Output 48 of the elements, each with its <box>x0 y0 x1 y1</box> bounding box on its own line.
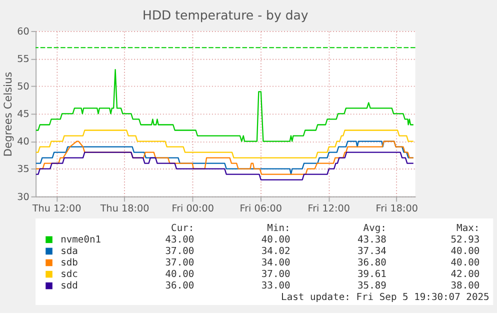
x-tick-label: Fri 06:00 <box>240 203 282 214</box>
text: 37.00 <box>165 258 194 269</box>
y-tick-label: 60 <box>17 26 30 38</box>
x-tick-label: Thu 12:00 <box>31 203 82 214</box>
text: 33.00 <box>261 280 291 292</box>
chart-title: HDD temperature - by day <box>142 8 309 23</box>
legend-label: nvme0n1 <box>60 234 102 246</box>
text: 40.00 <box>261 234 291 246</box>
text: 43.00 <box>165 234 194 246</box>
legend-label: sdc <box>60 269 78 280</box>
text: Cur: <box>171 223 194 234</box>
text: 34.02 <box>261 246 290 258</box>
text: 40.00 <box>450 258 480 269</box>
text: Last update: Fri Sep 5 19:30:07 2025 <box>281 292 490 304</box>
text: Min: <box>267 223 290 234</box>
text: 34.00 <box>261 258 291 269</box>
text: 43.38 <box>358 234 387 246</box>
text: 36.00 <box>165 280 194 292</box>
x-tick-label: Fri 00:00 <box>172 203 214 214</box>
text: 37.00 <box>261 269 291 280</box>
text: 40.00 <box>450 246 480 258</box>
text: 36.80 <box>358 258 387 269</box>
text: Max: <box>456 223 480 234</box>
text: 38.00 <box>450 280 480 292</box>
text: 42.00 <box>450 269 480 280</box>
text: 40.00 <box>165 269 194 280</box>
legend-label: sda <box>60 246 78 258</box>
x-tick-label: Fri 18:00 <box>376 203 418 214</box>
line-series <box>35 69 414 142</box>
y-tick-label: 50 <box>17 82 30 93</box>
text: 37.00 <box>165 246 194 258</box>
y-tick-label: 55 <box>17 54 30 65</box>
legend-label: sdd <box>60 280 78 292</box>
y-tick-label: 40 <box>17 136 30 148</box>
line-series <box>35 152 414 180</box>
text: 52.93 <box>450 234 480 246</box>
text: Avg: <box>363 223 386 234</box>
legend-label: sdb <box>60 258 78 269</box>
text: 37.34 <box>358 246 387 258</box>
y-tick-label: 30 <box>17 192 30 203</box>
y-tick-label: 35 <box>17 164 30 176</box>
line-series <box>35 130 414 158</box>
text: 39.61 <box>358 269 387 280</box>
text: 35.89 <box>358 280 387 292</box>
y-tick-label: 45 <box>17 109 30 120</box>
x-tick-label: Fri 12:00 <box>308 203 350 214</box>
y-axis-title: Degrees Celsius <box>2 72 14 157</box>
x-tick-label: Thu 18:00 <box>99 203 150 214</box>
